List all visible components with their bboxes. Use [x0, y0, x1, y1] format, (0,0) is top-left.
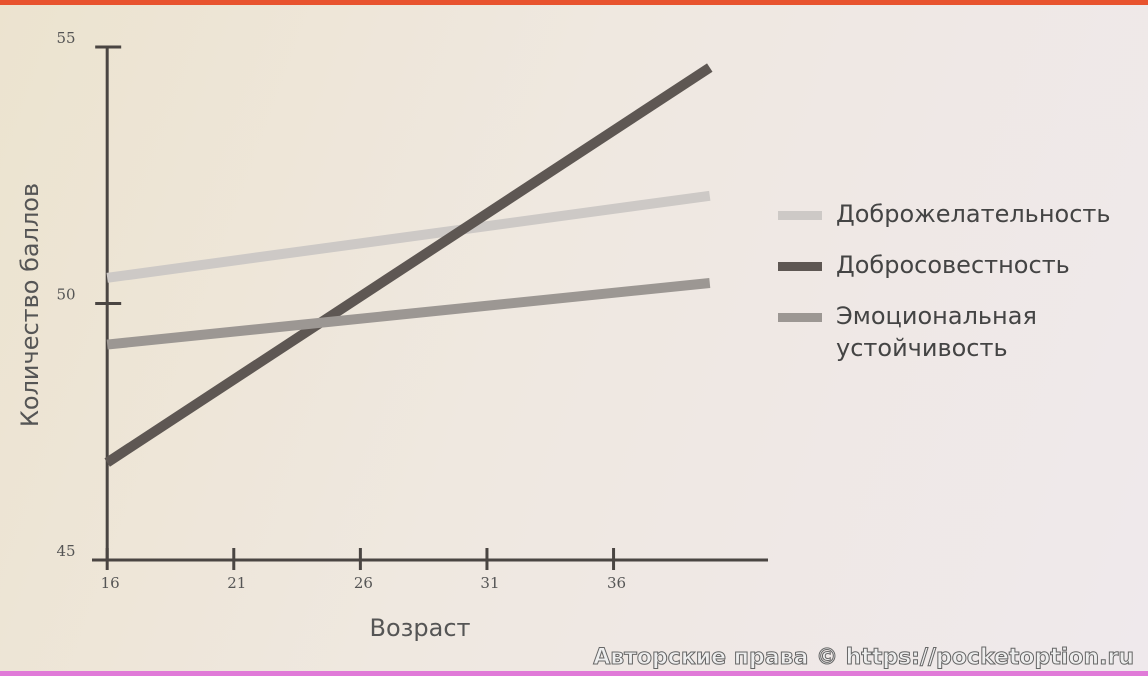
x-tick-label: 16	[101, 574, 120, 592]
legend-label: Добросовестность	[836, 251, 1070, 279]
x-axis-title: Возраст	[369, 614, 470, 642]
y-tick-label: 55	[56, 29, 75, 47]
legend: Доброжелательность Добросовестность Эмоцио…	[778, 198, 1148, 383]
series-line	[106, 278, 711, 350]
series-line	[104, 63, 713, 467]
legend-swatch	[778, 211, 822, 220]
legend-label: Эмоциональная устойчивость	[836, 302, 1037, 362]
y-tick-label: 50	[56, 286, 75, 304]
legend-item: Эмоциональная устойчивость	[778, 300, 1148, 364]
watermark: Авторские права © https://pocketoption.r…	[593, 645, 1135, 671]
legend-item: Доброжелательность	[778, 198, 1148, 230]
legend-swatch	[778, 262, 822, 271]
y-tick-label: 45	[56, 542, 75, 560]
x-tick-label: 21	[227, 574, 246, 592]
legend-item: Добросовестность	[778, 249, 1148, 281]
legend-swatch	[778, 313, 822, 322]
bottom-bar	[0, 671, 1148, 676]
x-tick-label: 31	[480, 574, 499, 592]
x-tick-label: 36	[607, 574, 626, 592]
legend-label: Доброжелательность	[836, 200, 1111, 228]
top-bar	[0, 0, 1148, 5]
x-tick-label: 26	[354, 574, 373, 592]
series-line	[106, 190, 711, 283]
y-axis-title: Количество баллов	[16, 183, 44, 427]
